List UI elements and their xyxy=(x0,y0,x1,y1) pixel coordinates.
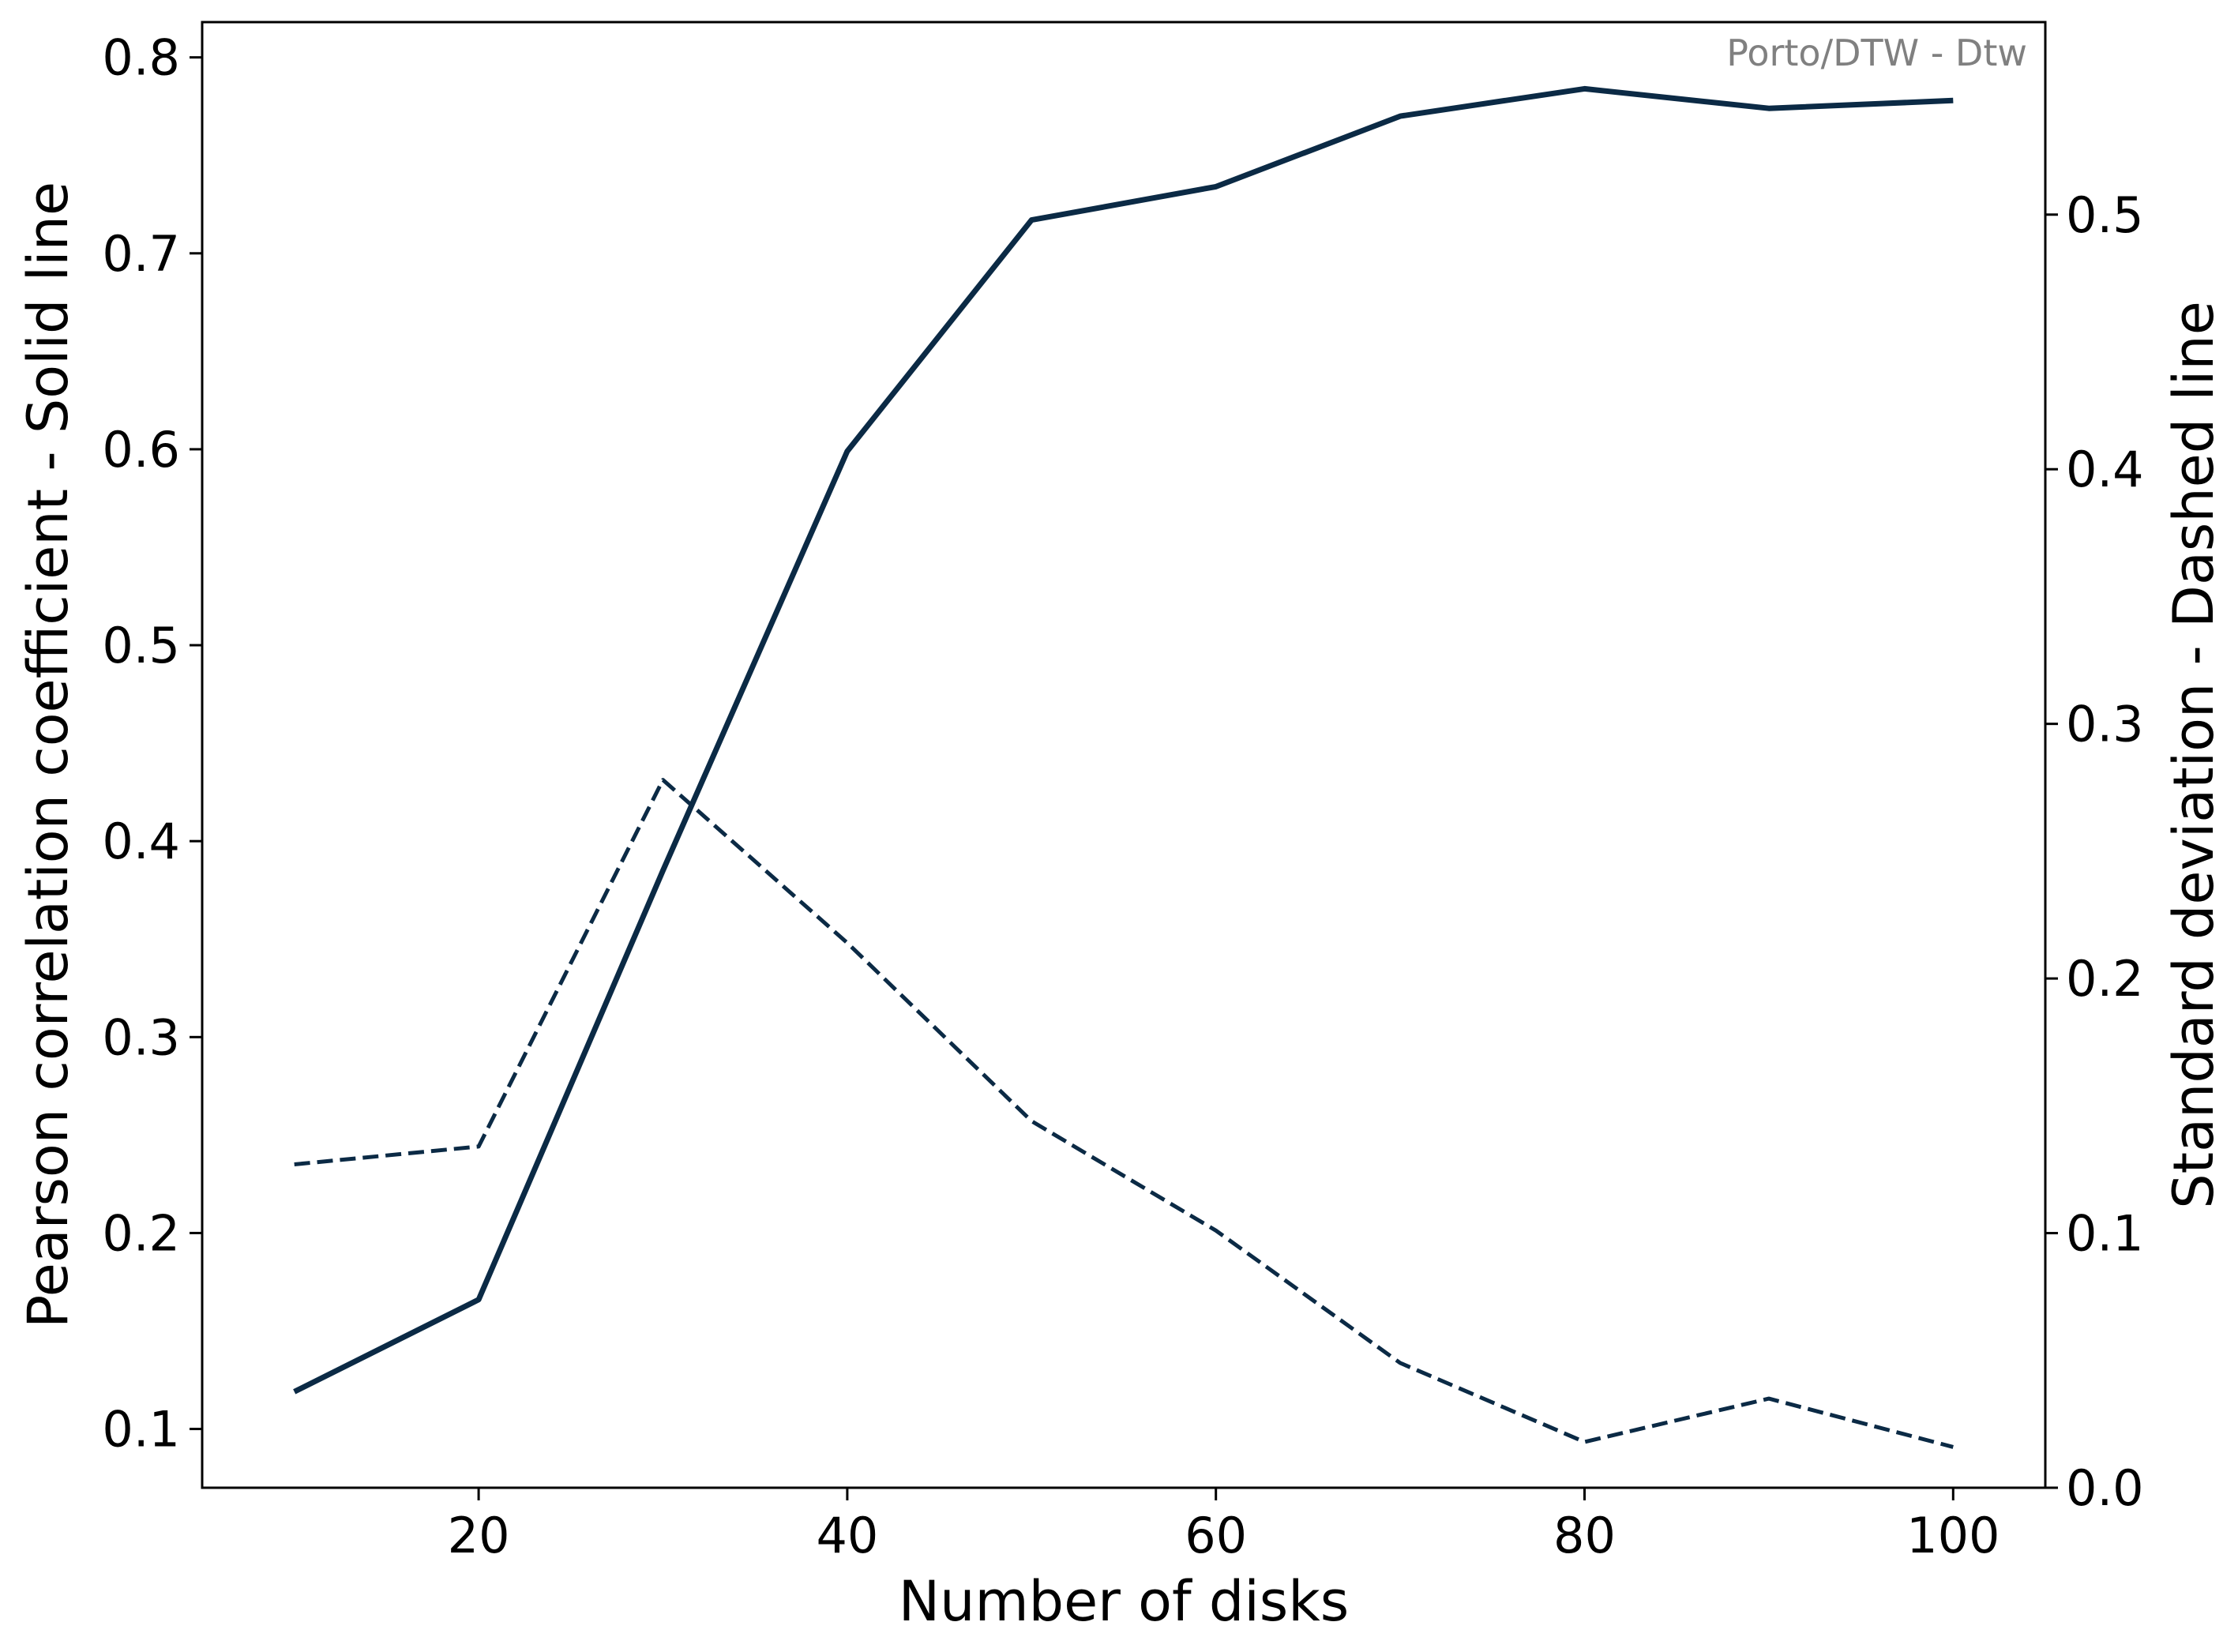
y-axis-right: 0.0 0.1 0.2 0.3 0.4 0.5 xyxy=(2045,186,2144,1517)
y-axis-left: 0.1 0.2 0.3 0.4 0.5 0.6 0.7 0.8 xyxy=(102,29,202,1459)
y-axis-left-title: Pearson correlation coefficient - Solid … xyxy=(16,182,81,1328)
x-tick-label: 100 xyxy=(1906,1507,2000,1564)
plot-area xyxy=(201,21,2047,1489)
x-axis: 20 40 60 80 100 xyxy=(448,1488,2000,1564)
y-right-tick-label: 0.1 xyxy=(2066,1205,2144,1263)
y-left-tick-label: 0.7 xyxy=(102,225,180,283)
y-axis-right-title: Standard deviation - Dashed line xyxy=(2161,301,2226,1209)
y-left-tick-label: 0.2 xyxy=(102,1204,180,1262)
y-left-tick-label: 0.6 xyxy=(102,421,180,479)
y-right-tick-label: 0.2 xyxy=(2066,950,2144,1008)
annotation-label: Porto/DTW - Dtw xyxy=(1726,32,2027,74)
std-deviation-dashed-line xyxy=(294,778,1954,1449)
y-right-tick-label: 0.3 xyxy=(2066,696,2144,753)
x-axis-title: Number of disks xyxy=(899,1569,1350,1634)
y-left-tick-label: 0.5 xyxy=(102,617,180,674)
x-tick-label: 40 xyxy=(816,1507,878,1564)
y-right-tick-label: 0.0 xyxy=(2066,1459,2144,1517)
y-left-tick-label: 0.3 xyxy=(102,1008,180,1066)
y-right-tick-label: 0.4 xyxy=(2066,441,2144,498)
x-tick-label: 20 xyxy=(448,1507,510,1564)
series-layer xyxy=(293,85,1954,1449)
x-tick-label: 60 xyxy=(1185,1507,1247,1564)
y-left-tick-label: 0.4 xyxy=(102,813,180,870)
pearson-solid-line xyxy=(293,85,1954,1395)
y-left-tick-label: 0.1 xyxy=(102,1401,180,1459)
y-right-tick-label: 0.5 xyxy=(2066,186,2144,244)
x-tick-label: 80 xyxy=(1553,1507,1616,1564)
y-left-tick-label: 0.8 xyxy=(102,29,180,87)
